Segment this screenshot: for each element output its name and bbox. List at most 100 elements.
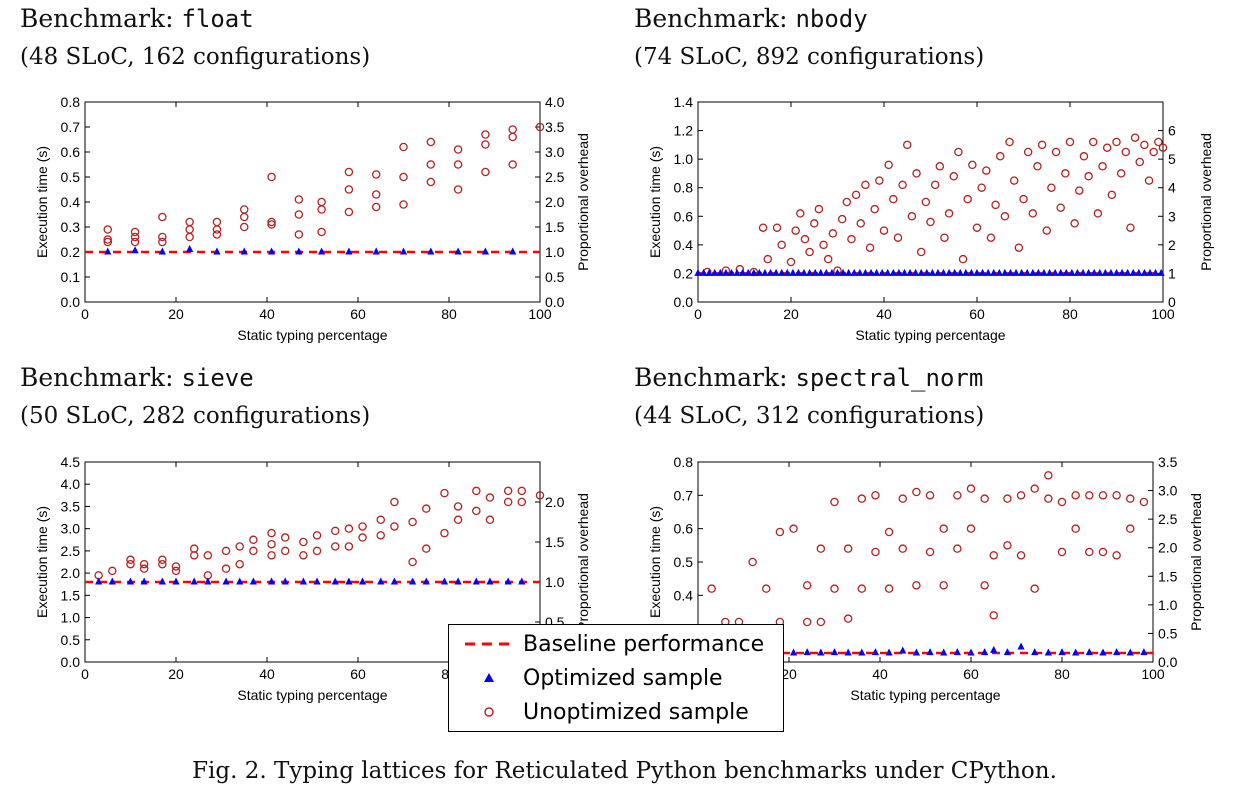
chart-sieve: 0204060801000.00.51.01.52.02.53.03.54.04… (34, 454, 591, 703)
y2-tick-label: 1.0 (545, 244, 565, 260)
optimized-point (1157, 268, 1165, 276)
y-tick-label: 0.5 (674, 554, 694, 570)
unoptimized-point (707, 584, 716, 593)
optimized-point (912, 648, 920, 656)
unoptimized-point (344, 542, 354, 551)
optimized-point (372, 247, 380, 255)
unoptimized-point (390, 497, 399, 507)
y-axis-label: Execution time (s) (647, 146, 663, 258)
optimized-point (951, 268, 959, 276)
unoptimized-point (1144, 176, 1154, 185)
unoptimized-point (916, 247, 926, 257)
unoptimized-point (1085, 491, 1094, 500)
optimized-point (981, 648, 989, 656)
y-tick-label: 3.0 (61, 521, 81, 537)
optimized-point (236, 577, 244, 585)
optimized-point (822, 268, 830, 276)
unoptimized-point (267, 551, 276, 560)
unoptimized-point (249, 546, 258, 556)
unoptimized-point (1061, 169, 1070, 178)
unoptimized-point (1079, 152, 1089, 161)
unoptimized-point (1019, 194, 1028, 204)
x-tick-label: 80 (441, 306, 457, 322)
optimized-point (1068, 268, 1076, 276)
unoptimized-point (1003, 541, 1012, 550)
unoptimized-point (1030, 584, 1039, 593)
unoptimized-point (1107, 190, 1117, 200)
panel-title-float: Benchmark: float (20, 4, 254, 33)
unoptimized-point (235, 542, 244, 551)
optimized-point (1058, 648, 1066, 656)
optimized-point (204, 577, 212, 585)
unoptimized-point (870, 204, 879, 214)
unoptimized-point (912, 581, 921, 590)
unoptimized-point (294, 195, 304, 204)
unoptimized-point (1085, 547, 1094, 557)
x-axis-label: Static typing percentage (237, 687, 387, 703)
unoptimized-point (1065, 137, 1075, 147)
unoptimized-point (789, 524, 798, 533)
unoptimized-point (344, 185, 354, 194)
y2-tick-label: 2.0 (545, 194, 565, 210)
y2-tick-label: 3.0 (1158, 483, 1178, 499)
unoptimized-point (1140, 140, 1149, 150)
unoptimized-point (800, 234, 810, 244)
unoptimized-point (1037, 140, 1047, 150)
optimized-point (844, 648, 852, 656)
unoptimized-point (989, 611, 998, 620)
unoptimized-point (857, 584, 867, 593)
optimized-point (126, 577, 135, 585)
y2-tick-label: 1 (1168, 265, 1176, 281)
optimized-point (1012, 268, 1020, 276)
x-tick-label: 40 (872, 666, 888, 682)
optimized-point (967, 268, 976, 276)
unoptimized-point (893, 233, 903, 242)
unoptimized-point (1112, 551, 1121, 560)
unoptimized-point (879, 226, 889, 235)
optimized-point (766, 268, 775, 276)
x-tick-label: 60 (350, 666, 366, 682)
optimized-point (390, 577, 398, 585)
optimized-point (1101, 268, 1109, 276)
unoptimized-point (508, 132, 517, 142)
unoptimized-point (830, 497, 839, 507)
optimized-point (95, 577, 103, 585)
unoptimized-point (481, 130, 490, 139)
y-tick-label: 3.5 (61, 498, 81, 514)
unoptimized-point (371, 170, 381, 179)
y-tick-label: 0.8 (61, 94, 81, 110)
legend-item-baseline: Baseline performance (449, 629, 783, 659)
unoptimized-point (902, 140, 912, 150)
y-tick-label: 0.4 (61, 194, 81, 210)
y-tick-label: 0.3 (61, 219, 81, 235)
unoptimized-point (963, 194, 972, 204)
optimized-point (990, 268, 998, 276)
unoptimized-point (912, 169, 921, 178)
unoptimized-point (1126, 223, 1135, 232)
y-tick-label: 0.1 (61, 269, 81, 285)
y2-tick-label: 1.0 (1158, 597, 1178, 613)
optimized-point (409, 577, 417, 585)
unoptimized-point (1121, 147, 1131, 157)
optimized-point (313, 577, 321, 585)
optimized-point (1140, 648, 1148, 656)
y-tick-label: 1.4 (674, 94, 694, 110)
optimized-point (295, 247, 303, 255)
y-tick-label: 1.5 (61, 587, 81, 603)
unoptimized-point (772, 223, 782, 232)
y-tick-label: 0.0 (61, 654, 81, 670)
unoptimized-point (828, 229, 838, 238)
unoptimized-point (966, 484, 976, 493)
unoptimized-point (954, 147, 963, 157)
optimized-point (1113, 648, 1121, 656)
optimized-point (858, 648, 866, 656)
unoptimized-point (944, 209, 954, 218)
unoptimized-point (421, 504, 431, 513)
optimized-point (956, 268, 964, 276)
unoptimized-point (989, 551, 998, 560)
y2-tick-label: 0 (1168, 294, 1176, 310)
optimized-point (934, 268, 942, 276)
optimized-point (1096, 268, 1104, 276)
unoptimized-point (802, 617, 812, 627)
optimized-point (850, 268, 858, 276)
